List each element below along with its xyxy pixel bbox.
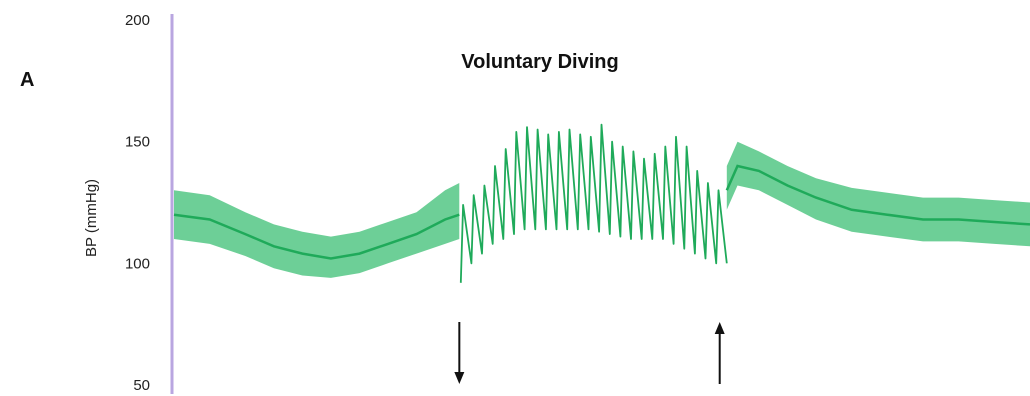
y-tick-label: 100 [125,255,150,272]
bp-range-band [726,141,1030,247]
bp-mean-line [725,164,1030,226]
up-arrow-icon [714,322,725,334]
y-tick-labels: 200 150 100 50 [125,12,150,394]
chart-title: Voluntary Diving [461,51,618,73]
series-layer [173,123,1030,283]
y-tick-label: 200 [125,12,150,29]
bp-mean-line [173,213,460,260]
y-tick-label: 50 [133,377,150,394]
bp-range-band [174,183,460,278]
event-markers [454,322,725,384]
y-tick-label: 150 [125,134,150,151]
down-arrow-icon [454,372,465,384]
panel-label: A [20,69,34,91]
bp-pulse-trace [459,123,728,283]
y-axis-label: BP (mmHg) [83,179,100,257]
